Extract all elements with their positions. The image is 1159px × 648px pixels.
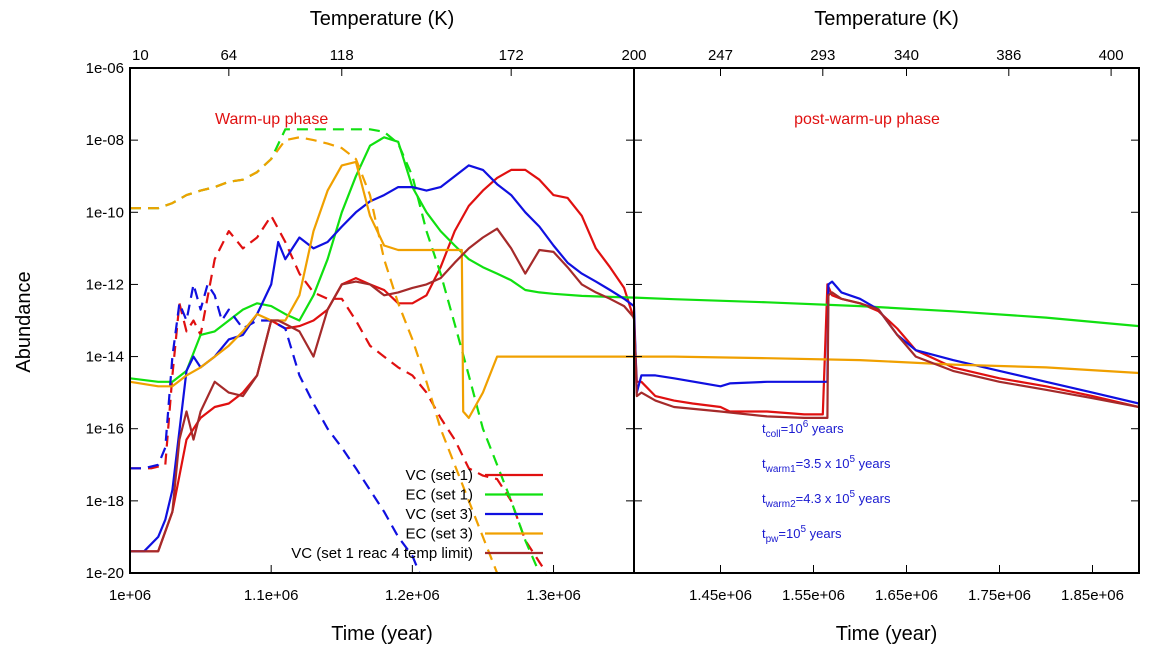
top-tick-label: 172 bbox=[499, 47, 524, 64]
series-line-ec-set-3 bbox=[634, 355, 1139, 375]
y-tick-label: 1e-16 bbox=[86, 421, 124, 438]
param-warm2: twarm2=4.3 x 105 years bbox=[762, 489, 891, 510]
series-group bbox=[130, 128, 634, 573]
series-line-ec-set-3 bbox=[130, 160, 634, 419]
series-line-ec-set-3-dashed bbox=[130, 136, 499, 573]
y-axis-title: Abundance bbox=[13, 271, 35, 372]
y-tick-label: 1e-06 bbox=[86, 60, 124, 77]
phase-annotation: Warm-up phase bbox=[215, 111, 328, 128]
y-tick-label: 1e-14 bbox=[86, 349, 124, 366]
legend-label-ec-set-1: EC (set 1) bbox=[405, 487, 473, 504]
series-group bbox=[634, 280, 1139, 419]
y-tick-label: 1e-20 bbox=[86, 565, 124, 582]
legend-label-vc-set-3: VC (set 3) bbox=[405, 506, 473, 523]
parameter-annotations: tcoll=106 years twarm1=3.5 x 105 years twa… bbox=[762, 419, 891, 545]
x-tick-label: 1.2e+06 bbox=[385, 587, 440, 604]
series-line-ec-set-1 bbox=[634, 296, 1139, 328]
panel-warm-up: 1e-20 1e-18 1e-16 1e-14 1e-12 1e-10 1e-08 1e-06… bbox=[86, 8, 647, 645]
legend-label-vc-set-1-reac-4-temp-limit: VC (set 1 reac 4 temp limit) bbox=[291, 545, 473, 562]
x-axis-title: Time (year) bbox=[836, 623, 937, 645]
top-tick-label: 340 bbox=[894, 47, 919, 64]
top-tick-label: 64 bbox=[220, 47, 237, 64]
chart-panels: 1e-20 1e-18 1e-16 1e-14 1e-12 1e-10 1e-08 1e-06… bbox=[86, 8, 1140, 645]
panel-frame bbox=[633, 67, 1140, 574]
y-tick-label: 1e-10 bbox=[86, 204, 124, 221]
x-tick-label: 1.45e+06 bbox=[689, 587, 752, 604]
series-line-vc-set-1 bbox=[634, 283, 1139, 416]
y-tick-label: 1e-08 bbox=[86, 132, 124, 149]
panel-post-warm-up: 1.45e+06 1.55e+06 1.65e+06 1.75e+06 1.85e+06… bbox=[633, 8, 1140, 645]
x-tick-label: 1e+06 bbox=[109, 587, 151, 604]
x-tick-label: 1.55e+06 bbox=[782, 587, 845, 604]
series-line-vc-set-3 bbox=[130, 164, 634, 553]
series-line-ec-set-1-dashed bbox=[130, 128, 541, 573]
top-axis-title: Temperature (K) bbox=[814, 8, 959, 30]
top-tick-label: 200 bbox=[621, 47, 646, 64]
top-tick-label: 247 bbox=[708, 47, 733, 64]
top-tick-label: 118 bbox=[330, 47, 354, 64]
phase-annotation: post-warm-up phase bbox=[794, 111, 940, 128]
top-axis-title: Temperature (K) bbox=[310, 8, 455, 30]
x-tick-label: 1.85e+06 bbox=[1061, 587, 1124, 604]
series-line-vc-set-1-reac-4-temp-limit bbox=[634, 291, 1139, 419]
top-tick-label: 400 bbox=[1099, 47, 1124, 64]
legend-label-ec-set-3: EC (set 3) bbox=[405, 526, 473, 543]
series-line-ec-set-1 bbox=[130, 136, 634, 383]
legend: VC (set 1) EC (set 1) VC (set 3) EC (set 3)… bbox=[291, 467, 543, 562]
x-tick-label: 1.3e+06 bbox=[526, 587, 581, 604]
series-line-vc-set-3 bbox=[634, 280, 1139, 405]
y-tick-label: 1e-18 bbox=[86, 493, 124, 510]
series-line-vc-set-1-dashed bbox=[130, 214, 548, 573]
param-warm1: twarm1=3.5 x 105 years bbox=[762, 454, 891, 475]
x-axis-title: Time (year) bbox=[331, 623, 432, 645]
param-coll: tcoll=106 years bbox=[762, 419, 844, 440]
series-line-vc-set-1 bbox=[130, 168, 634, 553]
x-tick-label: 1.75e+06 bbox=[968, 587, 1031, 604]
top-tick-label: 10 bbox=[132, 47, 149, 64]
legend-label-vc-set-1: VC (set 1) bbox=[405, 467, 473, 484]
x-tick-label: 1.65e+06 bbox=[875, 587, 938, 604]
y-tick-label: 1e-12 bbox=[86, 276, 124, 293]
top-tick-label: 293 bbox=[810, 47, 835, 64]
param-pw: tpw=105 years bbox=[762, 524, 842, 545]
panel-frame bbox=[129, 67, 635, 574]
series-line-vc-set-3-dashed bbox=[130, 283, 421, 573]
series-line-vc-set-1-reac-4-temp-limit bbox=[130, 227, 634, 553]
top-tick-label: 386 bbox=[996, 47, 1021, 64]
x-tick-label: 1.1e+06 bbox=[244, 587, 299, 604]
